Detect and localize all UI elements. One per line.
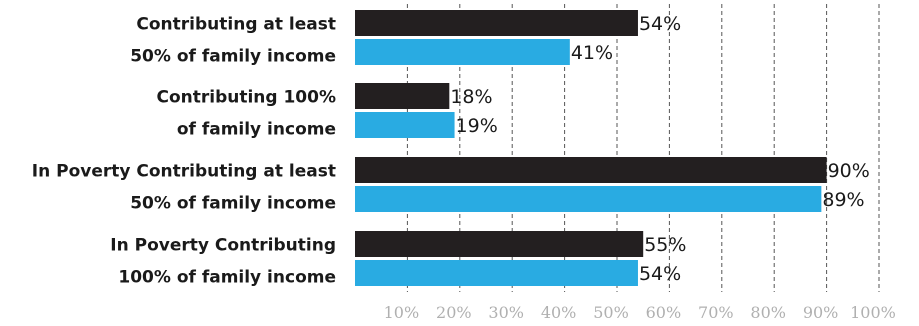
category-label-3-line2: 50% of family income bbox=[130, 194, 336, 214]
x-tick-label: 40% bbox=[541, 303, 577, 322]
category-labels: Contributing at least 50% of family incom… bbox=[32, 15, 336, 288]
x-tick-label: 90% bbox=[803, 303, 839, 322]
category-label-2-line1: Contributing 100% bbox=[156, 88, 336, 108]
bar-series1-cat4 bbox=[355, 231, 644, 257]
category-label-1-line1: Contributing at least bbox=[136, 15, 336, 35]
x-tick-label: 60% bbox=[646, 303, 682, 322]
data-label-series2-cat1: 41% bbox=[571, 42, 613, 64]
x-tick-label: 20% bbox=[436, 303, 472, 322]
bar-series2-cat1 bbox=[355, 39, 570, 65]
data-label-series1-cat4: 55% bbox=[644, 234, 686, 256]
data-label-series1-cat1: 54% bbox=[639, 13, 681, 35]
x-tick-label: 80% bbox=[750, 303, 786, 322]
x-tick-label: 70% bbox=[698, 303, 734, 322]
category-label-2-line2: of family income bbox=[177, 120, 336, 140]
x-tick-label: 30% bbox=[488, 303, 524, 322]
category-label-4-line1: In Poverty Contributing bbox=[110, 236, 336, 256]
category-label-3-line1: In Poverty Contributing at least bbox=[32, 162, 336, 182]
bar-series2-cat2 bbox=[355, 112, 455, 138]
category-label-4-line2: 100% of family income bbox=[118, 268, 336, 288]
x-tick-label: 50% bbox=[593, 303, 629, 322]
bar-series2-cat3 bbox=[355, 186, 822, 212]
data-label-series1-cat3: 90% bbox=[828, 160, 870, 182]
bar-series1-cat2 bbox=[355, 83, 450, 109]
data-label-series2-cat4: 54% bbox=[639, 263, 681, 285]
bars bbox=[355, 10, 827, 286]
data-label-series1-cat2: 18% bbox=[450, 86, 492, 108]
x-tick-label: 10% bbox=[384, 303, 420, 322]
bar-series1-cat3 bbox=[355, 157, 827, 183]
x-axis-ticks: 10% 20% 30% 40% 50% 60% 70% 80% 90% 100% bbox=[384, 303, 896, 322]
x-tick-label: 100% bbox=[850, 303, 896, 322]
bar-series1-cat1 bbox=[355, 10, 638, 36]
data-label-series2-cat3: 89% bbox=[822, 189, 864, 211]
data-labels: 54% 18% 90% 55% 41% 19% 89% 54% bbox=[450, 13, 870, 285]
data-label-series2-cat2: 19% bbox=[456, 115, 498, 137]
bar-series2-cat4 bbox=[355, 260, 638, 286]
category-label-1-line2: 50% of family income bbox=[130, 47, 336, 67]
